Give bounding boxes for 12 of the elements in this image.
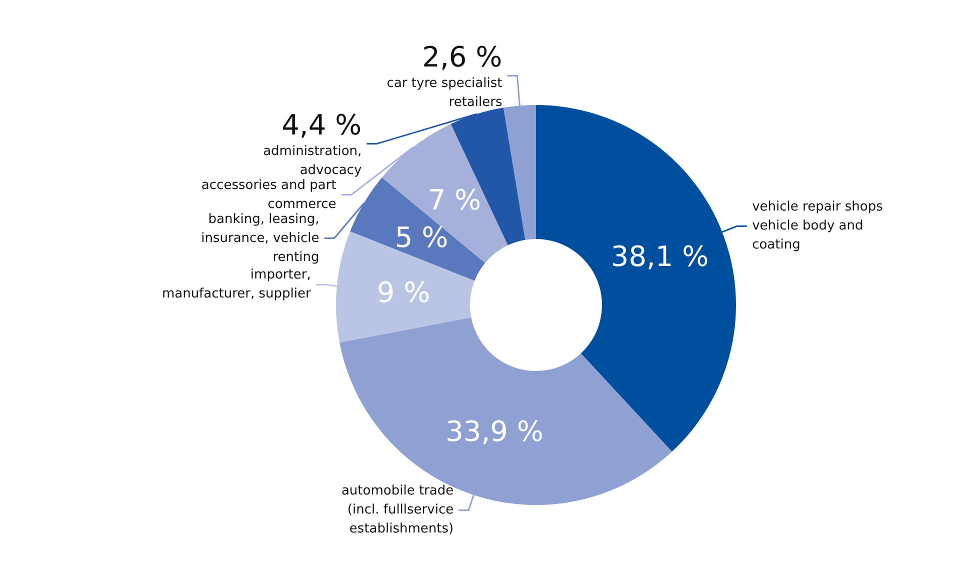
data-label: 38,1 % [610, 240, 709, 273]
data-label: 5 % [394, 220, 448, 254]
slice-label: vehicle repair shops vehicle body and coating [752, 200, 884, 253]
slice-label: automobile trade (incl. fulllservice establishments) [341, 484, 454, 537]
data-label: 33,9 % [446, 414, 544, 448]
data-label: 4,4 % [282, 108, 362, 142]
data-label: 2,6 % [422, 40, 502, 74]
slice-label: importer, manufacturer, supplier [162, 268, 312, 302]
data-label: 9 % [376, 276, 430, 309]
slice-label: administration, advocacy [263, 144, 362, 178]
slice-label: car tyre specialist retailers [386, 76, 502, 110]
data-label: 7 % [428, 183, 482, 216]
